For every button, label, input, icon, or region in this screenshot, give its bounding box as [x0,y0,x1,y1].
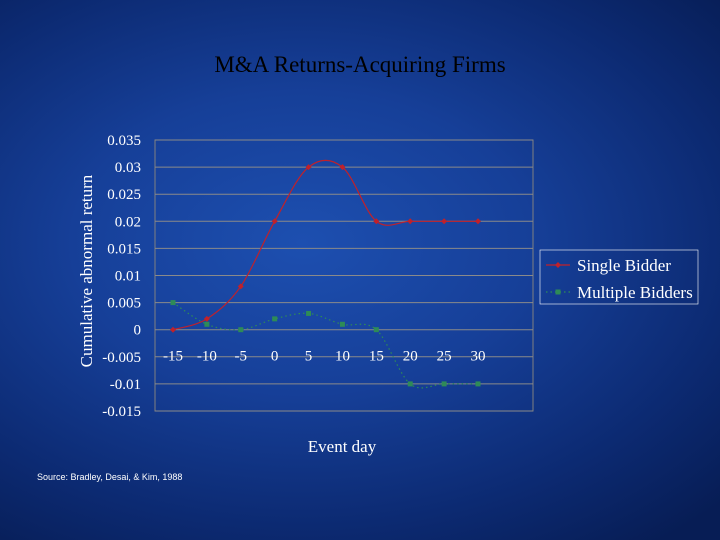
data-point [306,310,312,316]
data-point [373,327,379,333]
y-tick-label: 0 [134,323,142,339]
legend-label: Multiple Bidders [577,283,693,302]
series-line-single-bidder [172,159,478,331]
data-point [272,316,278,322]
x-tick-label: 10 [335,349,350,365]
y-axis-title: Cumulative abnormal return [77,174,96,367]
x-axis-title: Event day [308,437,377,456]
data-point [204,321,210,327]
data-point [407,218,414,225]
y-tick-label: 0.01 [115,269,141,285]
x-tick-label: 0 [271,349,279,365]
y-tick-label: 0.02 [115,214,141,230]
series-group [170,159,481,389]
y-tick-label: 0.025 [107,187,141,203]
data-point [441,218,448,225]
data-point [407,381,413,387]
legend-marker [555,262,561,268]
slide-title: M&A Returns-Acquiring Firms [214,52,506,77]
x-tick-label: -15 [163,349,183,365]
y-tick-label: 0.03 [115,160,141,176]
y-tick-labels: 0.035 0.03 0.025 0.02 0.015 0.01 0.005 0 -0.005 -… [102,133,141,420]
series-single-bidder [170,159,481,333]
legend: Single Bidder Multiple Bidders [539,249,699,305]
legend-marker [555,289,561,295]
data-point [339,164,346,171]
x-tick-label: 25 [437,349,452,365]
x-tick-label: 15 [369,349,384,365]
y-tick-label: 0.005 [107,296,141,312]
y-tick-label: -0.005 [102,350,141,366]
data-point [373,218,380,225]
y-tick-label: -0.01 [110,377,141,393]
x-tick-labels: -15 -10 -5 0 5 10 15 20 25 30 [163,349,486,365]
x-tick-label: 20 [403,349,418,365]
data-point [170,326,176,333]
grid-lines [155,139,533,412]
x-tick-label: 30 [471,349,486,365]
x-tick-label: 5 [305,349,313,365]
data-point [339,321,345,327]
series-line-multiple-bidders [172,302,478,389]
x-tick-label: -10 [197,349,217,365]
x-tick-label: -5 [235,349,248,365]
series-multiple-bidders [170,300,481,389]
data-point [203,315,210,322]
y-tick-label: -0.015 [102,404,141,420]
legend-box [539,249,699,305]
data-point [271,218,278,225]
data-point [441,381,447,387]
data-point [238,327,244,333]
data-point [475,218,481,225]
source-note: Source: Bradley, Desai, & Kim, 1988 [37,472,183,482]
y-tick-label: 0.035 [107,133,141,149]
legend-label: Single Bidder [577,256,671,275]
data-point [237,283,244,290]
y-tick-label: 0.015 [107,241,141,257]
data-point [305,164,312,171]
data-point [475,381,481,387]
data-point [170,300,176,306]
